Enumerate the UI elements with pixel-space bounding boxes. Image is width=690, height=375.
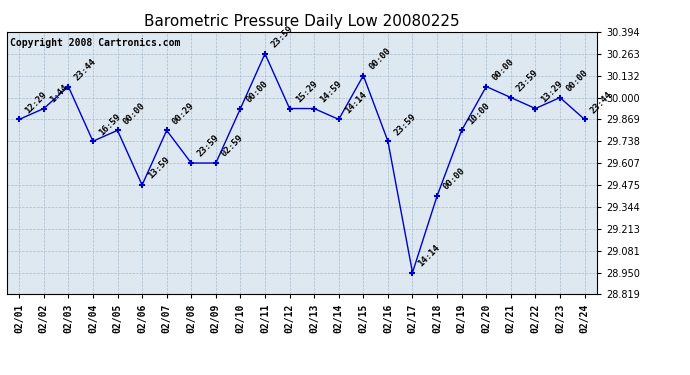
Text: 15:29: 15:29 (294, 79, 319, 104)
Text: 00:29: 00:29 (171, 101, 196, 126)
Text: 13:29: 13:29 (540, 79, 565, 104)
Text: 16:59: 16:59 (97, 112, 122, 137)
Text: 12:29: 12:29 (23, 90, 49, 115)
Text: 23:59: 23:59 (392, 112, 417, 137)
Text: 10:00: 10:00 (466, 101, 491, 126)
Text: Copyright 2008 Cartronics.com: Copyright 2008 Cartronics.com (10, 39, 180, 48)
Text: 00:00: 00:00 (564, 68, 589, 93)
Title: Barometric Pressure Daily Low 20080225: Barometric Pressure Daily Low 20080225 (144, 14, 460, 29)
Text: 00:00: 00:00 (244, 79, 270, 104)
Text: 23:59: 23:59 (269, 24, 295, 50)
Text: 23:44: 23:44 (589, 90, 614, 115)
Text: 02:59: 02:59 (220, 134, 246, 159)
Text: 14:14: 14:14 (343, 90, 368, 115)
Text: 14:14: 14:14 (417, 243, 442, 268)
Text: 23:59: 23:59 (195, 134, 221, 159)
Text: 23:59: 23:59 (515, 68, 540, 93)
Text: 00:00: 00:00 (368, 46, 393, 71)
Text: 14:59: 14:59 (318, 79, 344, 104)
Text: 1:44: 1:44 (48, 83, 70, 104)
Text: 00:00: 00:00 (441, 166, 466, 192)
Text: 13:59: 13:59 (146, 156, 172, 181)
Text: 00:00: 00:00 (491, 57, 515, 82)
Text: 00:00: 00:00 (121, 101, 147, 126)
Text: 23:44: 23:44 (72, 57, 98, 82)
